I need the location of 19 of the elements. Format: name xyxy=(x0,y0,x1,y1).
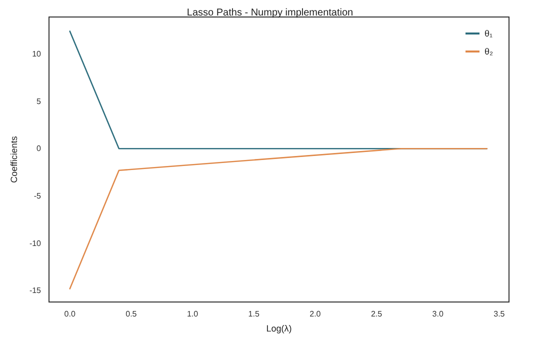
y-tick-label: 5 xyxy=(36,96,42,106)
chart-title: Lasso Paths - Numpy implementation xyxy=(186,8,354,18)
x-tick-label: 1.0 xyxy=(186,310,199,318)
y-tick-label: -15 xyxy=(29,286,42,296)
y-tick-label: -5 xyxy=(34,191,42,200)
y-tick-label: -10 xyxy=(29,238,42,248)
x-axis-title: Log(λ) xyxy=(266,324,292,334)
x-tick-label: 0.5 xyxy=(126,310,138,318)
x-tick-label: 2.5 xyxy=(370,310,383,318)
x-tick-label: 0.0 xyxy=(64,310,76,318)
y-tick-label: 0 xyxy=(36,144,42,154)
legend-label: θ₂ xyxy=(484,46,494,56)
y-tick-label: 10 xyxy=(32,49,42,58)
legend-label: θ₁ xyxy=(484,28,493,38)
x-tick-label: 3.5 xyxy=(494,310,506,318)
x-tick-label: 3.0 xyxy=(432,310,444,318)
x-tick-label: 2.0 xyxy=(310,310,322,318)
y-axis-title: Coefficients xyxy=(9,136,20,183)
x-tick-label: 1.5 xyxy=(248,310,260,318)
